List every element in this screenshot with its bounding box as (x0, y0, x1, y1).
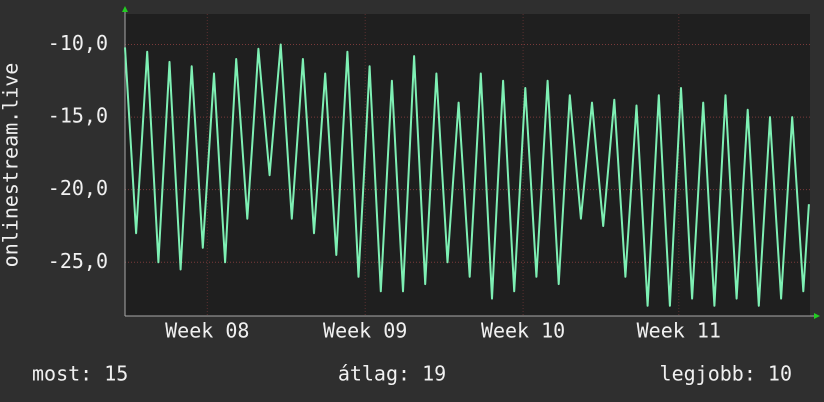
axis-arrow (814, 313, 820, 319)
y-tick-label: -10,0 (48, 31, 108, 55)
footer-text: most: 15 (32, 362, 128, 386)
footer-text: legjobb: 10 (660, 362, 792, 386)
y-tick-label: -20,0 (48, 176, 108, 200)
plot-area (125, 14, 810, 316)
y-tick-label: -25,0 (48, 249, 108, 273)
y-axis-label: onlinestream.live (0, 63, 23, 268)
x-tick-label: Week 09 (323, 319, 407, 343)
footer-text: átlag: 19 (338, 362, 446, 386)
x-tick-label: Week 08 (165, 319, 249, 343)
axis-arrow (122, 6, 128, 12)
y-tick-label: -15,0 (48, 104, 108, 128)
x-tick-label: Week 11 (637, 319, 721, 343)
x-tick-label: Week 10 (481, 319, 565, 343)
data-line (124, 43, 810, 307)
